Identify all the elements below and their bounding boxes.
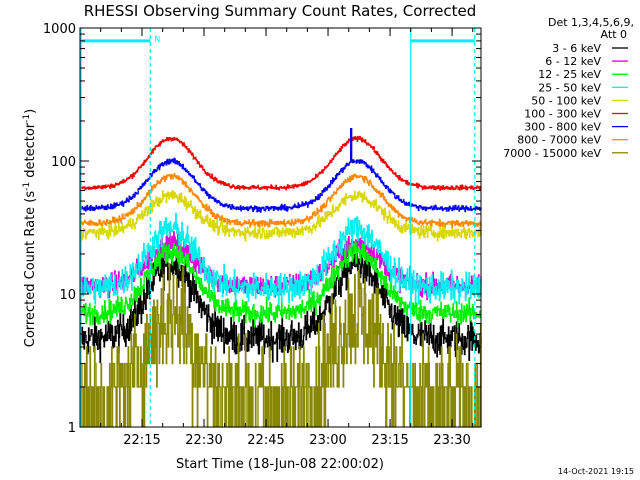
y-axis-label-part3: ) — [23, 109, 38, 114]
footer-date: 14-Oct-2021 19:15 — [558, 467, 634, 476]
x-tick-label-4: 23:15 — [371, 433, 408, 448]
legend-header-line2: Att 0 — [601, 28, 627, 41]
x-tick-label-2: 22:45 — [247, 433, 284, 448]
y-tick-label-3: 1000 — [43, 22, 76, 37]
x-tick-label-3: 23:00 — [309, 433, 346, 448]
y-axis-label-sup1: -1 — [22, 182, 32, 191]
series-line-5 — [79, 135, 482, 191]
y-axis-label: Corrected Count Rate (s-1 detector-1) — [22, 109, 38, 347]
series-line-7 — [79, 172, 482, 228]
series-line-3 — [79, 213, 482, 308]
flag-bar-label-0: N — [154, 35, 160, 44]
series-layer — [79, 128, 482, 428]
x-axis-label: Start Time (18-Jun-08 22:00:02) — [176, 457, 384, 472]
legend-label-5: 100 - 300 keV — [524, 108, 601, 121]
series-line-4 — [79, 190, 482, 242]
legend-label-3: 25 - 50 keV — [538, 81, 601, 94]
legend-header-line1: Det 1,3,4,5,6,9, — [548, 16, 634, 29]
series-line-8 — [79, 262, 482, 428]
legend-label-2: 12 - 25 keV — [538, 68, 601, 81]
y-axis-label-sup2: -1 — [22, 114, 32, 123]
legend-label-6: 300 - 800 keV — [524, 121, 601, 134]
y-tick-label-1: 10 — [59, 288, 76, 303]
y-tick-label-0: 1 — [68, 421, 76, 436]
legend-label-4: 50 - 100 keV — [531, 94, 601, 107]
legend-label-8: 7000 - 15000 keV — [503, 147, 601, 160]
y-axis-label-part2: detector — [23, 122, 38, 182]
chart-title: RHESSI Observing Summary Count Rates, Co… — [84, 2, 477, 20]
legend-label-0: 3 - 6 keV — [552, 42, 601, 55]
legend-label-7: 800 - 7000 keV — [517, 134, 601, 147]
series-line-2 — [79, 240, 482, 328]
marker-layer: N — [80, 28, 476, 427]
series-line-6 — [79, 128, 482, 213]
y-axis-label-part1: Corrected Count Rate (s — [23, 191, 38, 348]
axis-layer: 22:15 22:30 22:45 23:00 23:15 23:30 1 10 100 1000 — [43, 22, 481, 448]
plot-frame — [79, 27, 482, 428]
x-tick-label-1: 22:30 — [185, 433, 222, 448]
legend-label-1: 6 - 12 keV — [545, 55, 601, 68]
series-line-0 — [79, 243, 482, 364]
y-tick-label-2: 100 — [51, 155, 76, 170]
x-tick-label-5: 23:30 — [433, 433, 470, 448]
x-tick-label-0: 22:15 — [123, 433, 160, 448]
